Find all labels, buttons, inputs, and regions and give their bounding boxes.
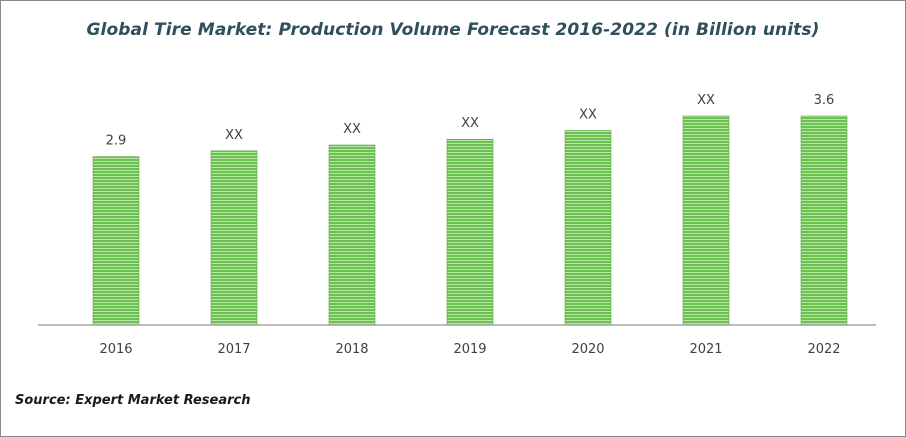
x-tick-label-2018: 2018 (335, 342, 368, 357)
data-label-2021: XX (697, 93, 715, 108)
chart-title: Global Tire Market: Production Volume Fo… (86, 20, 820, 40)
bar-2018 (328, 144, 376, 326)
x-tick-label-2016: 2016 (99, 342, 132, 357)
bar-2017 (210, 150, 258, 326)
bar-2021 (682, 115, 730, 326)
bar-2020 (564, 130, 612, 326)
x-tick-label-2017: 2017 (217, 342, 250, 357)
data-label-2018: XX (343, 122, 361, 137)
bar-2022 (800, 115, 848, 326)
x-tick-label-2022: 2022 (807, 342, 840, 357)
source-note: Source: Expert Market Research (15, 393, 251, 408)
data-label-2020: XX (579, 108, 597, 123)
x-tick-label-2020: 2020 (571, 342, 604, 357)
data-label-2019: XX (461, 116, 479, 131)
data-label-2016: 2.9 (106, 134, 127, 149)
data-label-2017: XX (225, 128, 243, 143)
x-tick-label-2021: 2021 (689, 342, 722, 357)
data-label-2022: 3.6 (814, 93, 835, 108)
x-tick-label-2019: 2019 (453, 342, 486, 357)
bar-2019 (446, 138, 494, 326)
bar-2016 (92, 156, 140, 326)
